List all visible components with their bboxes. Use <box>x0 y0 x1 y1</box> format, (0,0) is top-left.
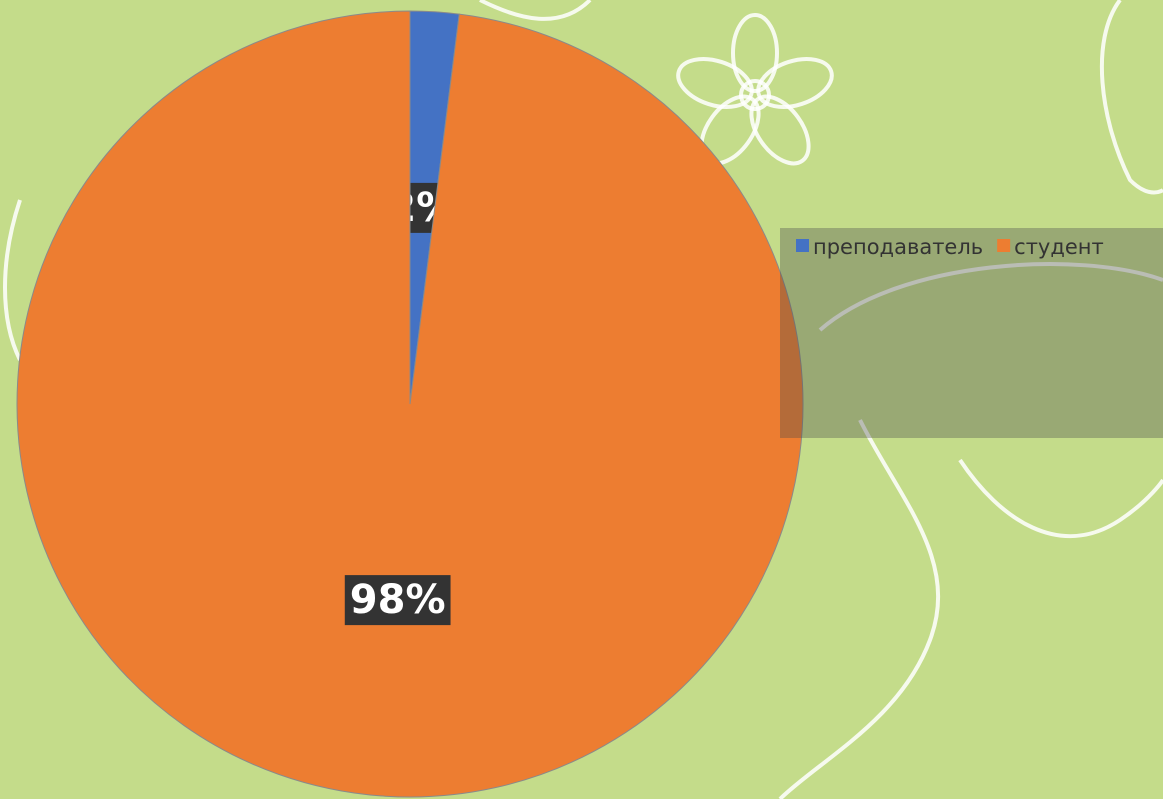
pie-slice <box>17 11 803 797</box>
data-label: 98% <box>345 575 451 625</box>
chart: 2%98% преподаватель студент <box>0 0 1163 799</box>
legend-label: преподаватель <box>813 235 983 259</box>
legend-swatch <box>997 239 1010 252</box>
data-label-text: 98% <box>350 577 446 623</box>
legend-swatch <box>796 239 809 252</box>
legend-label: студент <box>1014 235 1104 259</box>
legend-background <box>780 228 1163 438</box>
pie: 2%98% <box>17 11 803 797</box>
legend: преподаватель студент <box>796 235 1104 259</box>
